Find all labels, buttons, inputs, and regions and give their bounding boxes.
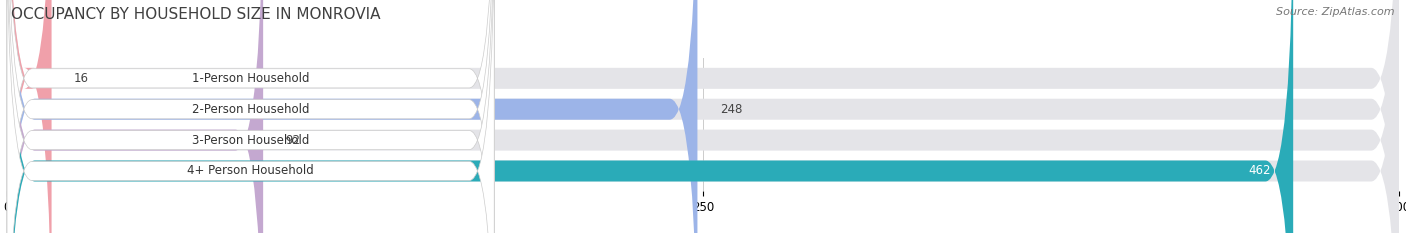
Text: 462: 462 [1249, 164, 1271, 178]
Text: 16: 16 [75, 72, 89, 85]
Text: 3-Person Household: 3-Person Household [193, 134, 309, 147]
FancyBboxPatch shape [7, 0, 495, 233]
FancyBboxPatch shape [7, 0, 1399, 233]
FancyBboxPatch shape [7, 0, 52, 233]
Text: 1-Person Household: 1-Person Household [191, 72, 309, 85]
FancyBboxPatch shape [7, 0, 1399, 233]
FancyBboxPatch shape [7, 0, 1294, 233]
Text: 92: 92 [285, 134, 301, 147]
FancyBboxPatch shape [7, 0, 1399, 233]
FancyBboxPatch shape [7, 0, 1399, 233]
FancyBboxPatch shape [7, 0, 495, 233]
Text: 4+ Person Household: 4+ Person Household [187, 164, 314, 178]
FancyBboxPatch shape [7, 0, 263, 233]
Text: Source: ZipAtlas.com: Source: ZipAtlas.com [1277, 7, 1395, 17]
FancyBboxPatch shape [7, 0, 495, 233]
Text: OCCUPANCY BY HOUSEHOLD SIZE IN MONROVIA: OCCUPANCY BY HOUSEHOLD SIZE IN MONROVIA [11, 7, 381, 22]
Text: 2-Person Household: 2-Person Household [191, 103, 309, 116]
Text: 248: 248 [720, 103, 742, 116]
FancyBboxPatch shape [7, 0, 697, 233]
FancyBboxPatch shape [7, 0, 495, 233]
